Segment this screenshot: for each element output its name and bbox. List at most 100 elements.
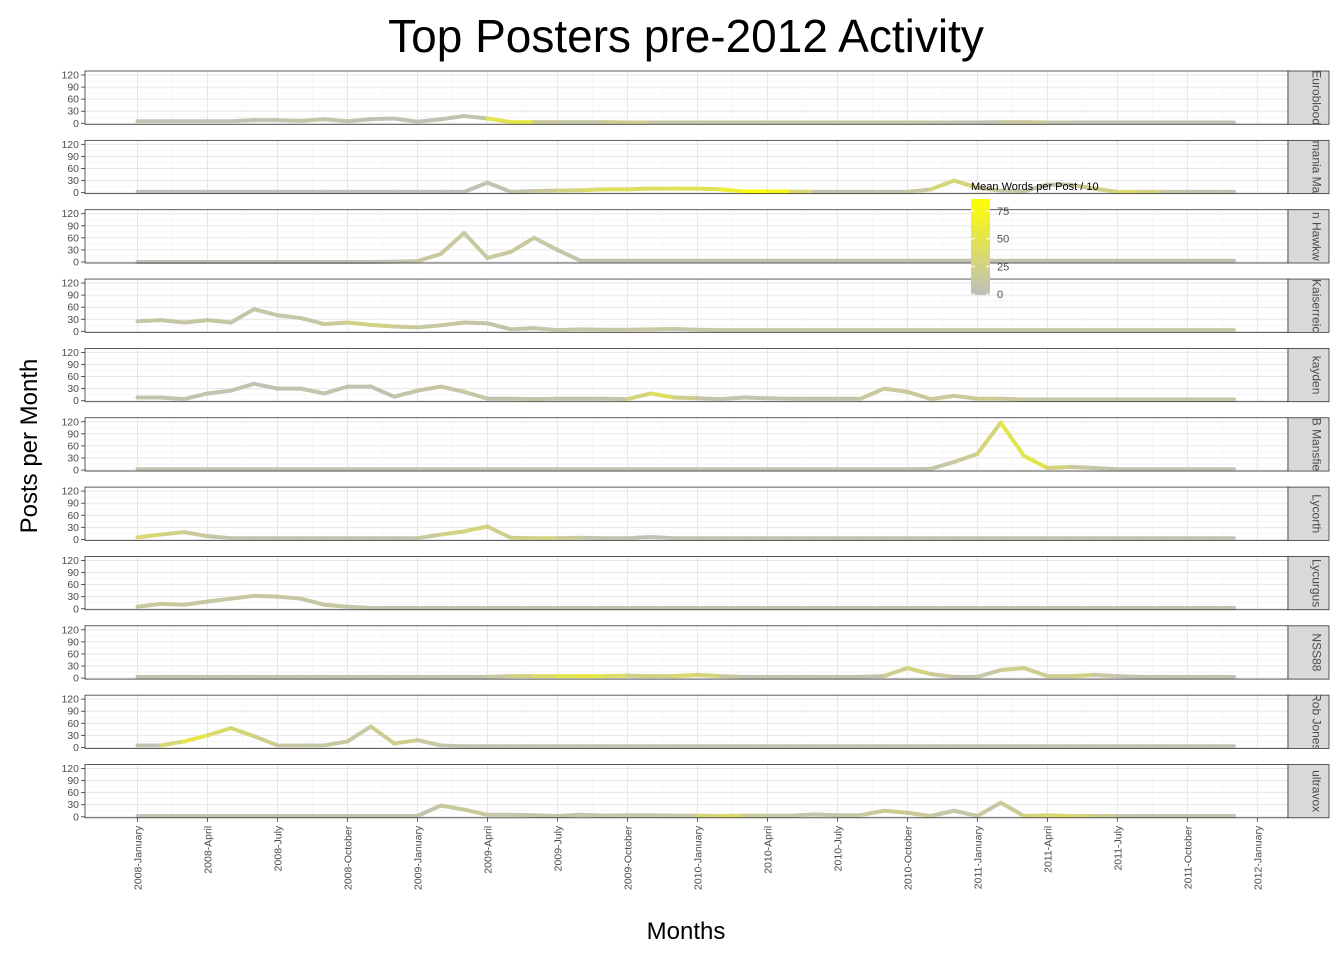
- series-segment: [975, 420, 1003, 456]
- series-segment: [952, 451, 980, 464]
- panel-background: [85, 279, 1288, 333]
- series-segment: [648, 534, 677, 541]
- series-segment: [928, 460, 957, 471]
- series-segment: [438, 384, 467, 394]
- series-segment: [672, 672, 700, 679]
- series-segment: [158, 530, 187, 537]
- series-segment: [252, 381, 280, 391]
- color-legend: Mean Words per Post / 10 0 25 50 75: [971, 181, 1099, 301]
- facet-strip: [1287, 417, 1330, 472]
- series-segment: [182, 599, 210, 607]
- series-segment: [882, 666, 910, 679]
- series-segment: [205, 596, 233, 604]
- series-segment: [858, 808, 887, 818]
- series-segment: [392, 738, 420, 746]
- series-segment: [252, 734, 280, 748]
- x-tick-label: 2011-October: [1182, 825, 1194, 889]
- y-tick-label: 60: [67, 371, 79, 383]
- series-segment: [788, 812, 817, 818]
- series-segment: [252, 593, 280, 599]
- series-segment: [485, 321, 513, 332]
- series-segment: [928, 178, 957, 192]
- y-tick-label: 30: [67, 383, 79, 395]
- series-segment: [438, 803, 467, 812]
- y-tick-label: 90: [67, 359, 79, 371]
- series-segment: [1115, 674, 1143, 679]
- y-tick-label: 60: [67, 648, 79, 660]
- series-segment: [485, 249, 513, 260]
- panel-background: [85, 348, 1288, 402]
- series-segment: [415, 384, 443, 393]
- y-tick-label: 90: [67, 220, 79, 232]
- y-tick-label: 60: [67, 302, 79, 314]
- y-tick-label: 120: [61, 694, 79, 706]
- facet-strip-label: Euroblood: [1310, 70, 1324, 125]
- series-segment: [1068, 464, 1097, 471]
- facet-strip-label: Kaiserreic: [1310, 279, 1324, 332]
- y-tick-label: 0: [73, 465, 79, 477]
- series-segment: [718, 395, 747, 402]
- legend-tick-label: 50: [997, 234, 1009, 246]
- series-segment: [1022, 666, 1050, 679]
- series-segment: [1068, 182, 1097, 191]
- series-segment: [508, 189, 537, 194]
- y-tick-label: 90: [67, 498, 79, 510]
- series-segment: [485, 674, 513, 679]
- series-segment: [532, 326, 560, 333]
- series-segment: [672, 326, 700, 332]
- series-segment: [812, 812, 840, 818]
- series-segment: [322, 117, 350, 124]
- y-tick-label: 120: [61, 416, 79, 428]
- series-segment: [1022, 182, 1050, 194]
- panel-background: [85, 764, 1288, 818]
- series-segment: [438, 114, 467, 122]
- series-segment: [952, 178, 980, 190]
- series-segment: [695, 186, 723, 192]
- series-segment: [228, 726, 257, 739]
- y-tick-label: 90: [67, 82, 79, 94]
- series-segment: [392, 116, 420, 124]
- y-tick-label: 0: [73, 118, 79, 130]
- y-tick-label: 30: [67, 799, 79, 811]
- series-segment: [322, 384, 350, 396]
- series-segment: [905, 187, 933, 194]
- y-tick-label: 120: [61, 278, 79, 290]
- y-tick-label: 0: [73, 395, 79, 407]
- series-segment: [298, 596, 327, 607]
- y-tick-label: 120: [61, 763, 79, 775]
- series-segment: [695, 672, 723, 679]
- series-segment: [158, 601, 187, 607]
- x-tick-label: 2012-January: [1252, 825, 1264, 890]
- panel-background: [85, 209, 1288, 263]
- series-segment: [718, 187, 747, 194]
- y-tick-label: 30: [67, 730, 79, 742]
- legend-tick-label: 75: [997, 206, 1009, 218]
- facet-strip-label: Lycurgus: [1310, 559, 1324, 607]
- facet-strip: [1287, 139, 1330, 195]
- panel-background: [85, 487, 1288, 541]
- y-tick-label: 0: [73, 811, 79, 823]
- y-tick-label: 90: [67, 775, 79, 787]
- series-segment: [1022, 453, 1050, 471]
- x-tick-label: 2008-July: [272, 825, 284, 871]
- series-segment: [438, 529, 467, 537]
- legend-tick-label: 0: [997, 289, 1003, 301]
- y-tick-label: 90: [67, 706, 79, 718]
- series-segment: [228, 118, 257, 124]
- series-segment: [205, 388, 233, 396]
- series-segment: [415, 738, 443, 748]
- x-tick-label: 2011-January: [972, 825, 984, 889]
- x-tick-label: 2009-October: [622, 825, 634, 890]
- series-segment: [928, 808, 957, 818]
- series-segment: [228, 381, 257, 393]
- series-segment: [275, 118, 303, 123]
- x-tick-label: 2008-April: [202, 826, 214, 874]
- series-segment: [485, 116, 513, 125]
- series-segment: [905, 389, 933, 402]
- series-segment: [858, 674, 887, 679]
